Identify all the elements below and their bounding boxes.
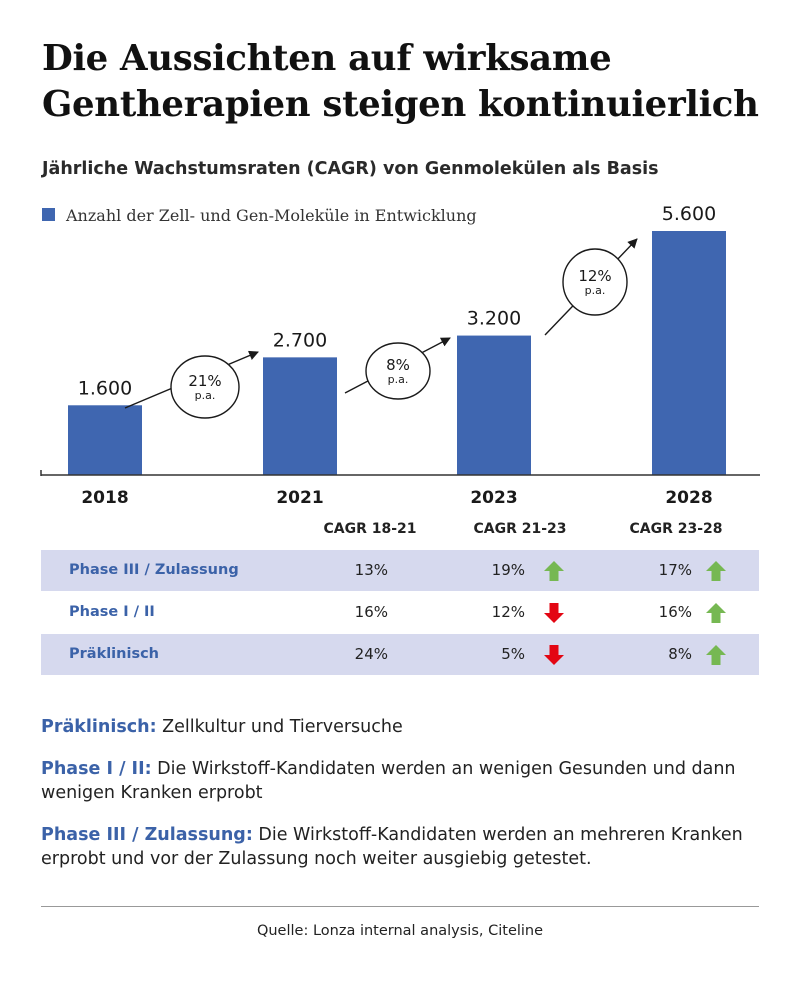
cell-value: 12%: [491, 603, 525, 621]
definition-phase-3: Phase III / Zulassung: Die Wirkstoff-Kan…: [41, 823, 761, 871]
growth-bubble: [170, 355, 240, 419]
chart-subtitle: Jährliche Wachstumsraten (CAGR) von Genm…: [42, 159, 659, 179]
bar-2023: [457, 335, 531, 475]
data-label: 2.700: [273, 329, 327, 351]
bar-2018: [68, 405, 142, 475]
bar-chart: Anzahl der Zell- und Gen-Moleküle in Ent…: [40, 203, 760, 508]
x-tick-label: 2018: [81, 488, 128, 508]
growth-rate: 21%: [188, 372, 221, 390]
cell-value: 16%: [354, 603, 388, 621]
growth-unit: p.a.: [195, 389, 216, 402]
growth-bubble: [365, 342, 431, 400]
definition-text: Zellkultur und Tierversuche: [156, 717, 403, 737]
table-row-phase-3: Phase III / Zulassung 13% 19% 17%: [41, 550, 759, 591]
table-row-preclinical: Präklinisch 24% 5% 8%: [41, 634, 759, 675]
arrow-up-icon: [706, 603, 726, 623]
growth-rate: 12%: [578, 267, 611, 285]
x-tick-label: 2028: [665, 488, 712, 508]
x-tick-label: 2023: [470, 488, 517, 508]
source-note: Quelle: Lonza internal analysis, Citelin…: [256, 923, 544, 939]
definition-term: Phase III / Zulassung:: [41, 825, 253, 845]
definition-text: Die Wirkstoff-Kandidaten werden an wenig…: [41, 759, 736, 803]
definition-phase-1-2: Phase I / II: Die Wirkstoff-Kandidaten w…: [41, 757, 761, 805]
row-label: Phase III / Zulassung: [69, 562, 239, 578]
cell-value: 8%: [668, 645, 692, 663]
cell-value: 19%: [491, 561, 525, 579]
cell-value: 16%: [658, 603, 692, 621]
row-label: Präklinisch: [69, 646, 159, 662]
growth-rate: 8%: [386, 356, 410, 374]
legend-swatch: [42, 208, 55, 221]
data-label: 1.600: [78, 377, 132, 399]
cagr-table: Phase III / Zulassung 13% 19% 17% Phase …: [41, 550, 759, 676]
growth-bubble: [562, 248, 628, 316]
row-label: Phase I / II: [69, 604, 155, 620]
cell-value: 13%: [354, 561, 388, 579]
definitions: Präklinisch: Zellkultur und Tierversuche…: [41, 715, 761, 889]
data-label: 5.600: [662, 203, 716, 225]
growth-unit: p.a.: [585, 284, 606, 297]
cagr-header-18-21: CAGR 18-21: [323, 521, 417, 537]
table-row-phase-1-2: Phase I / II 16% 12% 16%: [41, 592, 759, 633]
cagr-header-21-23: CAGR 21-23: [473, 521, 567, 537]
cagr-header-23-28: CAGR 23-28: [629, 521, 723, 537]
x-tick-label: 2021: [276, 488, 323, 508]
growth-unit: p.a.: [388, 373, 409, 386]
definition-term: Phase I / II:: [41, 759, 152, 779]
bar-2021: [263, 357, 337, 475]
legend-label: Anzahl der Zell- und Gen-Moleküle in Ent…: [65, 206, 477, 225]
data-label: 3.200: [467, 308, 521, 330]
arrow-up-icon: [706, 561, 726, 581]
arrow-up-icon: [544, 561, 564, 581]
arrow-up-icon: [706, 645, 726, 665]
chart-title: Die Aussichten auf wirksame Gentherapien…: [42, 38, 759, 125]
divider: [41, 906, 759, 907]
arrow-down-icon: [544, 645, 564, 665]
cell-value: 24%: [354, 645, 388, 663]
definition-term: Präklinisch:: [41, 717, 157, 737]
arrow-down-icon: [544, 603, 564, 623]
cell-value: 17%: [658, 561, 692, 579]
bar-2028: [652, 231, 726, 475]
definition-text: Die Wirkstoff-Kandidaten werden an mehre…: [41, 825, 743, 869]
cell-value: 5%: [501, 645, 525, 663]
definition-preclinical: Präklinisch: Zellkultur und Tierversuche: [41, 715, 761, 739]
